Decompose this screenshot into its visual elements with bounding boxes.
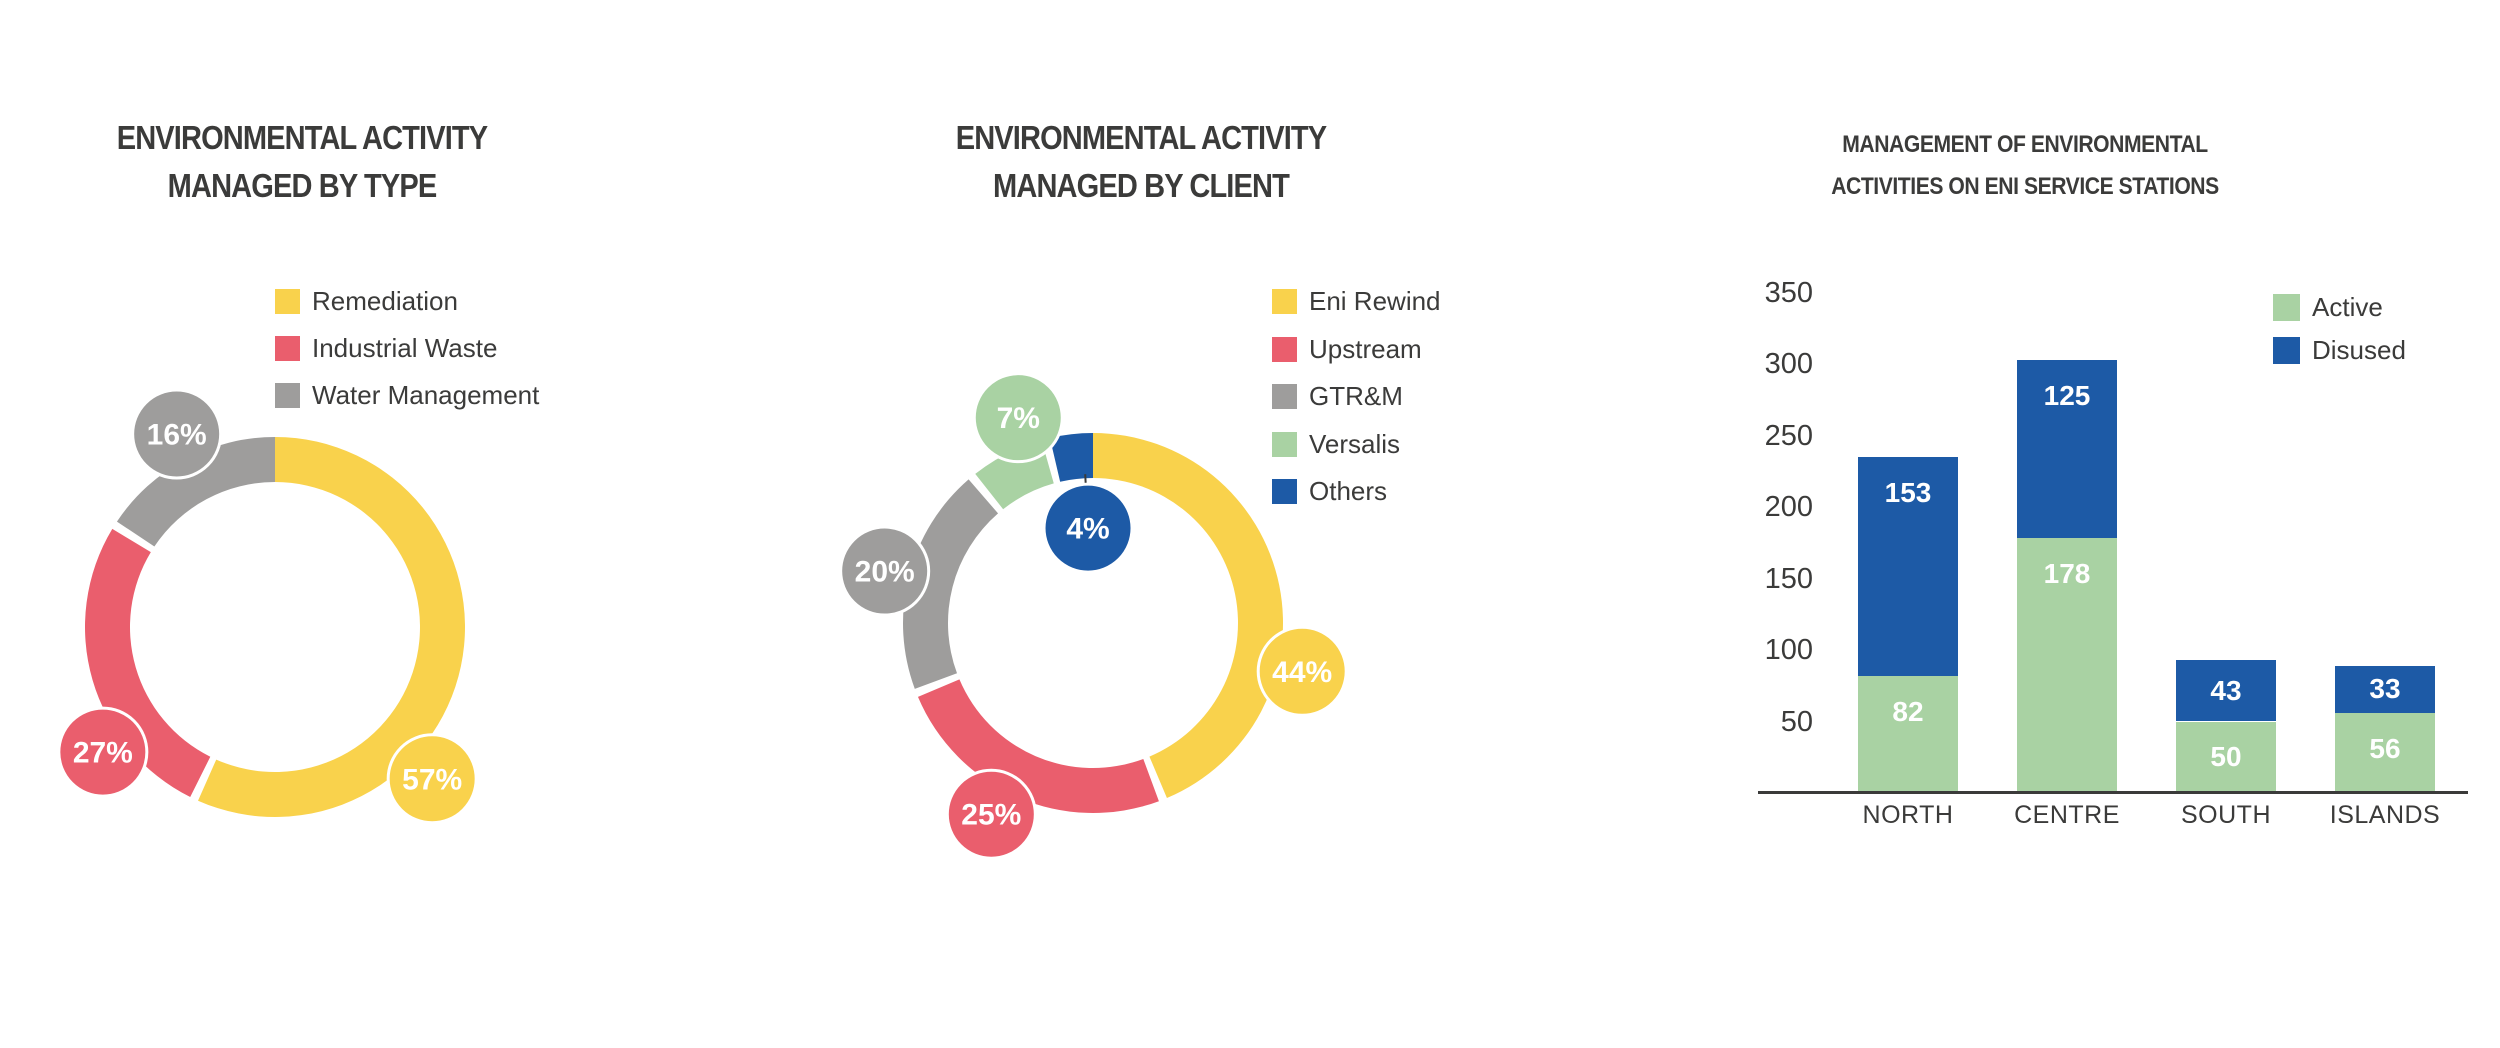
legend-label-disused: Disused: [2312, 335, 2406, 365]
pct-bubble-industrial-waste: [57, 706, 149, 798]
legend-swatch-industrial-waste: [275, 336, 300, 361]
bar-segment-active-south: [2176, 721, 2276, 793]
chart-title-line: ENVIRONMENTAL ACTIVITY: [955, 119, 1327, 156]
y-tick-350: 350: [1764, 276, 1813, 309]
legend-swatch-others: [1272, 479, 1297, 504]
legend-label-water-management: Water Management: [312, 380, 540, 410]
legend-item-versalis: Versalis: [1272, 428, 1401, 459]
bar-segment-disused-islands: [2335, 665, 2435, 713]
pct-label-gtr-m: 20%: [855, 556, 915, 589]
chart-title-line: MANAGEMENT OF ENVIRONMENTAL: [1842, 131, 2208, 158]
bar-value-active-islands: 56: [2369, 732, 2401, 764]
legend-item-industrial-waste: Industrial Waste: [275, 333, 498, 363]
pct-label-remediation: 57%: [402, 763, 462, 796]
bar-value-disused-north: 153: [1884, 476, 1932, 508]
pct-bubble-remediation: [386, 733, 478, 825]
legend-item-gtr-m: GTR&M: [1272, 381, 1403, 411]
legend-swatch-water-management: [275, 383, 300, 408]
pct-bubble-water-management: [131, 388, 223, 480]
legend-label-versalis: Versalis: [1309, 428, 1401, 459]
legend-swatch-versalis: [1272, 431, 1297, 457]
pct-bubble-upstream: [945, 768, 1037, 860]
pct-label-others: 4%: [1066, 513, 1109, 546]
pct-label-eni-rewind: 44%: [1272, 656, 1332, 689]
donut-slice-others: [1049, 433, 1093, 482]
chart-title-service-stations: MANAGEMENT OF ENVIRONMENTAL ACTIVITIES ON…: [1717, 124, 2333, 208]
legend-label-industrial-waste: Industrial Waste: [312, 333, 498, 363]
legend-label-active: Active: [2312, 292, 2383, 322]
bar-segment-disused-centre: [2017, 359, 2117, 539]
legend-item-disused: Disused: [2273, 335, 2406, 365]
y-tick-300: 300: [1764, 348, 1813, 380]
legend-item-remediation: Remediation: [275, 286, 458, 316]
legend-item-eni-rewind: Eni Rewind: [1272, 286, 1441, 316]
legend-item-upstream: Upstream: [1272, 333, 1422, 364]
legend-item-active: Active: [2273, 292, 2383, 322]
donut-svg-by_client: 44% 25% 20% 7% 4%: [839, 372, 1348, 860]
legend-swatch-active: [2273, 294, 2300, 321]
pct-bubble-eni-rewind: [1256, 625, 1348, 717]
legend-item-others: Others: [1272, 476, 1388, 506]
pct-bubble-gtr-m: [839, 525, 931, 617]
x-category-north: NORTH: [1862, 801, 1954, 829]
chart-title-line: ACTIVITIES ON ENI SERVICE STATIONS: [1831, 173, 2219, 200]
y-tick-150: 150: [1764, 562, 1813, 595]
x-category-centre: CENTRE: [2014, 801, 2120, 829]
pct-label-industrial-waste: 27%: [73, 737, 133, 770]
pct-label-upstream: 25%: [961, 799, 1021, 832]
legend-swatch-upstream: [1272, 336, 1297, 362]
chart-title-line: MANAGED BY CLIENT: [993, 167, 1290, 204]
donut-slice-upstream: [917, 679, 1159, 814]
y-tick-200: 200: [1764, 491, 1813, 523]
bar-value-active-south: 50: [2210, 741, 2242, 773]
legend-swatch-gtr-m: [1272, 384, 1297, 409]
bar-value-disused-south: 43: [2210, 674, 2242, 706]
y-tick-50: 50: [1780, 705, 1813, 738]
chart-title-line: MANAGED BY TYPE: [167, 167, 438, 204]
x-category-islands: ISLANDS: [2329, 801, 2441, 829]
legend-label-eni-rewind: Eni Rewind: [1309, 286, 1441, 316]
x-category-south: SOUTH: [2181, 801, 2271, 829]
legend-label-upstream: Upstream: [1309, 333, 1422, 364]
pct-bubble-versalis: [972, 372, 1064, 464]
donut-by-client: 44% 25% 20% 7% 4%: [813, 343, 1373, 903]
donut-slice-gtr-m: [902, 479, 999, 689]
bar-segment-disused-north: [1858, 456, 1958, 676]
bar-segment-active-islands: [2335, 712, 2435, 793]
y-tick-100: 100: [1764, 634, 1813, 666]
pct-bubble-others: [1042, 482, 1134, 574]
legend-label-others: Others: [1309, 476, 1388, 506]
chart-title-by-client: ENVIRONMENTAL ACTIVITY MANAGED BY CLIENT: [833, 114, 1449, 210]
donut-slice-eni-rewind: [1093, 433, 1284, 799]
chart-title-line: ENVIRONMENTAL ACTIVITY: [116, 119, 488, 156]
legend-label-remediation: Remediation: [312, 286, 458, 316]
donut-by-type: 57% 27% 16%: [0, 347, 555, 907]
pct-label-water-management: 16%: [147, 419, 207, 452]
bar-value-active-north: 82: [1892, 695, 1924, 727]
bar-segment-active-north: [1858, 675, 1958, 793]
legend-swatch-remediation: [275, 289, 300, 314]
legend-label-gtr-m: GTR&M: [1309, 381, 1403, 411]
bar-value-disused-centre: 125: [2043, 379, 2091, 411]
legend-item-water-management: Water Management: [275, 380, 540, 410]
y-tick-250: 250: [1764, 419, 1813, 452]
legend-swatch-disused: [2273, 337, 2300, 364]
pct-label-versalis: 7%: [997, 402, 1040, 435]
bar-value-disused-islands: 33: [2369, 673, 2401, 705]
chart-title-by-type: ENVIRONMENTAL ACTIVITY MANAGED BY TYPE: [0, 114, 610, 210]
bar-value-active-centre: 178: [2043, 558, 2091, 590]
donut-slice-water-management: [116, 437, 276, 547]
donut-slice-remediation: [198, 437, 465, 817]
x-axis-line: [1758, 791, 2468, 794]
donut-svg-by_type: 57% 27% 16%: [57, 388, 478, 825]
legend-swatch-eni-rewind: [1272, 289, 1297, 314]
bar-segment-disused-south: [2176, 660, 2276, 722]
bar-segment-active-centre: [2017, 538, 2117, 793]
